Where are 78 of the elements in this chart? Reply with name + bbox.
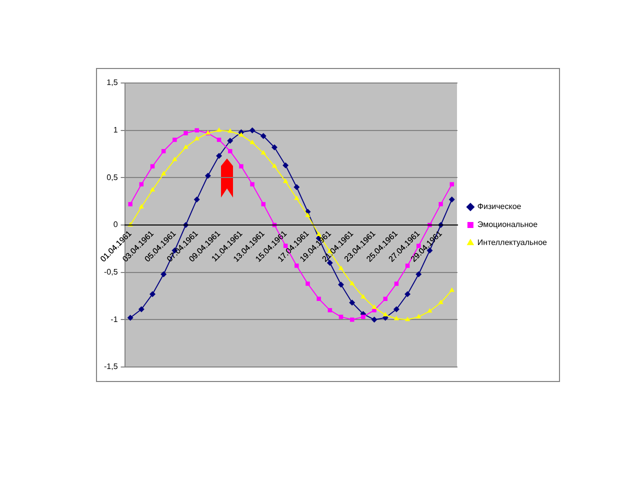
y-tick-label: 1 <box>113 126 118 135</box>
point <box>449 287 454 292</box>
point <box>282 162 289 168</box>
point <box>239 164 244 168</box>
point <box>249 127 256 134</box>
point <box>416 314 422 318</box>
y-tick-label: 1,5 <box>106 78 118 88</box>
point <box>228 128 233 133</box>
y-tick-label: 0,5 <box>106 172 118 182</box>
point <box>272 163 278 168</box>
point <box>404 291 411 298</box>
point <box>282 178 288 183</box>
point <box>150 186 156 192</box>
legend-label: Эмоциональное <box>477 220 538 230</box>
point <box>338 266 344 270</box>
point <box>127 314 134 321</box>
point <box>382 312 388 316</box>
point <box>216 152 222 159</box>
y-tick-label: -1 <box>110 314 118 324</box>
point <box>183 144 188 149</box>
point <box>194 136 200 140</box>
point <box>427 308 432 313</box>
point <box>383 296 388 301</box>
point <box>216 138 222 142</box>
point <box>150 291 156 298</box>
point <box>139 182 144 186</box>
point <box>360 294 366 298</box>
point <box>394 282 399 286</box>
point <box>160 170 166 176</box>
point <box>305 212 310 218</box>
point <box>260 150 266 155</box>
point <box>261 202 266 206</box>
point <box>349 280 355 286</box>
point <box>294 184 300 190</box>
point <box>184 131 188 136</box>
point <box>306 282 310 286</box>
point <box>194 128 199 132</box>
point <box>350 318 354 322</box>
point <box>416 271 422 278</box>
legend-label: Физическое <box>477 202 522 212</box>
y-tick-label: -0,5 <box>104 268 118 277</box>
point <box>128 202 132 206</box>
point <box>250 140 255 144</box>
point <box>338 282 344 288</box>
point <box>438 300 444 304</box>
point <box>271 144 278 150</box>
point <box>294 264 299 268</box>
point <box>393 306 400 312</box>
point <box>328 308 332 312</box>
legend-label: Интеллектуальное <box>477 238 548 248</box>
y-tick-label: -1,5 <box>104 362 118 372</box>
point <box>294 195 300 200</box>
point <box>194 196 200 202</box>
point <box>361 314 366 319</box>
point <box>438 202 443 206</box>
y-tick-label: 0 <box>113 220 118 230</box>
point <box>338 314 344 319</box>
point <box>138 204 144 209</box>
point <box>404 316 410 322</box>
point <box>405 264 410 268</box>
point <box>448 196 455 202</box>
point <box>372 304 377 309</box>
point <box>227 138 234 144</box>
point <box>349 300 356 306</box>
point <box>204 172 211 179</box>
point <box>161 149 166 154</box>
point <box>260 133 266 140</box>
point <box>216 127 222 132</box>
point <box>238 132 244 137</box>
point <box>172 138 177 142</box>
point <box>160 271 167 278</box>
point <box>228 149 232 154</box>
point <box>150 164 155 168</box>
point <box>450 182 454 186</box>
point <box>316 296 321 301</box>
point <box>138 306 144 312</box>
point <box>371 316 378 323</box>
point <box>250 182 254 186</box>
